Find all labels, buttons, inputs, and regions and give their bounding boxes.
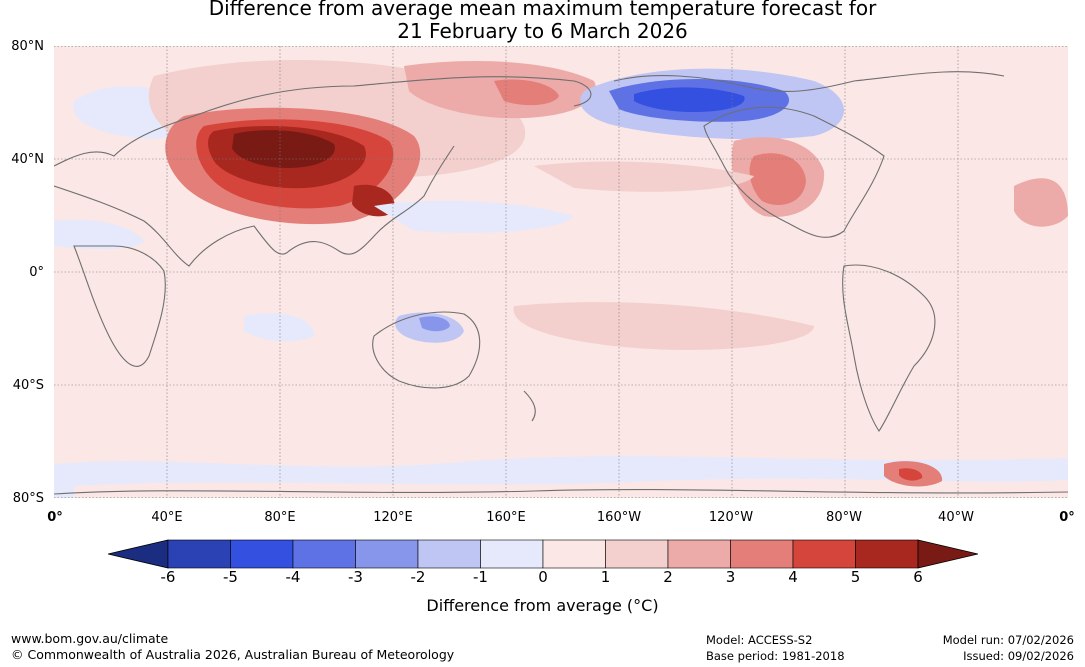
colorbar-tick-label: 5 bbox=[850, 568, 861, 586]
colorbar-extend-high bbox=[917, 539, 978, 569]
colorbar-segment bbox=[605, 539, 669, 569]
lon-label-160w: 160°W bbox=[596, 510, 642, 525]
new-zealand-coast bbox=[523, 390, 536, 422]
south-indian-cool bbox=[244, 313, 314, 342]
alaska-coldest bbox=[634, 87, 745, 112]
us-warmer bbox=[749, 153, 806, 205]
eurasia-north-coast bbox=[54, 76, 592, 167]
lon-label-80w: 80°W bbox=[826, 510, 862, 525]
colorbar-tick-label: -2 bbox=[410, 568, 426, 586]
colorbar-segment bbox=[855, 539, 919, 569]
south-america-coast bbox=[842, 264, 936, 432]
australia-coast bbox=[372, 311, 481, 389]
antarctica-coast bbox=[54, 489, 1068, 495]
lat-label-equator: 0° bbox=[29, 265, 44, 280]
north-pacific-warm bbox=[534, 161, 754, 192]
antarctic-warm-strip bbox=[74, 478, 1068, 498]
africa-coast bbox=[73, 245, 166, 367]
colorbar-segment bbox=[480, 539, 544, 569]
south-pacific-warm bbox=[513, 302, 814, 350]
chart-title: Difference from average mean maximum tem… bbox=[0, 0, 1085, 43]
colorbar-segment bbox=[667, 539, 731, 569]
temperature-anomaly-map bbox=[54, 46, 1068, 498]
lon-label-160e: 160°E bbox=[486, 510, 526, 525]
lon-label-80e: 80°E bbox=[264, 510, 296, 525]
graticule bbox=[54, 46, 1068, 498]
lon-label-0-left: 0° bbox=[47, 510, 63, 525]
colorbar-tick-label: -6 bbox=[160, 568, 176, 586]
north-america-coast bbox=[703, 106, 885, 238]
coastlines bbox=[54, 71, 1068, 495]
lon-label-40w: 40°W bbox=[938, 510, 974, 525]
colorbar-segment bbox=[355, 539, 419, 569]
title-line-2: 21 February to 6 March 2026 bbox=[397, 19, 688, 43]
colorbar-tick-label: 6 bbox=[913, 568, 923, 586]
colorbar-tick-label: -5 bbox=[223, 568, 238, 586]
colorbar-label: Difference from average (°C) bbox=[426, 596, 659, 615]
copyright-text: © Commonwealth of Australia 2026, Austra… bbox=[11, 647, 455, 662]
colorbar bbox=[108, 539, 978, 569]
colorbar-tick-label: 2 bbox=[663, 568, 673, 586]
colorbar-segment bbox=[792, 539, 856, 569]
colorbar-segment bbox=[730, 539, 794, 569]
model-run-date: Model run: 07/02/2026 bbox=[942, 633, 1074, 647]
base-period: Base period: 1981-2018 bbox=[706, 649, 845, 663]
north-atlantic-warm bbox=[1014, 178, 1068, 227]
lon-label-120e: 120°E bbox=[373, 510, 413, 525]
footer-model-info: Model: ACCESS-S2 Base period: 1981-2018 bbox=[706, 632, 845, 664]
colorbar-extend-low bbox=[108, 539, 169, 569]
colorbar-tick-label: -1 bbox=[473, 568, 488, 586]
arctic-coast bbox=[613, 71, 1005, 92]
colorbar-segment bbox=[292, 539, 356, 569]
website-link[interactable]: www.bom.gov.au/climate bbox=[11, 631, 169, 646]
title-line-1: Difference from average mean maximum tem… bbox=[208, 0, 877, 20]
lon-label-120w: 120°W bbox=[708, 510, 754, 525]
footer-left: www.bom.gov.au/climate © Commonwealth of… bbox=[11, 631, 454, 663]
colorbar-segment bbox=[542, 539, 606, 569]
lat-label-80n: 80°N bbox=[11, 39, 44, 54]
lat-label-80s: 80°S bbox=[12, 491, 44, 506]
lat-label-40n: 40°N bbox=[11, 152, 44, 167]
siberia-warmer bbox=[494, 79, 559, 106]
model-name: Model: ACCESS-S2 bbox=[706, 633, 813, 647]
map-svg bbox=[54, 46, 1068, 498]
lon-label-0-right: 0° bbox=[1059, 510, 1075, 525]
lon-label-40e: 40°E bbox=[151, 510, 183, 525]
colorbar-tick-label: 0 bbox=[538, 568, 548, 586]
colorbar-tick-label: -4 bbox=[285, 568, 301, 586]
west-pacific-cool bbox=[374, 200, 574, 233]
central-asia-hottest bbox=[232, 130, 335, 168]
colorbar-tick-label: 3 bbox=[725, 568, 736, 586]
colorbar-segment bbox=[167, 539, 231, 569]
colorbar-tick-label: 4 bbox=[788, 568, 798, 586]
australia-cold-spot bbox=[419, 316, 450, 332]
colorbar-segment bbox=[417, 539, 481, 569]
colorbar-tick-label: 1 bbox=[600, 568, 611, 586]
colorbar-tick-label: -3 bbox=[348, 568, 363, 586]
lat-label-40s: 40°S bbox=[12, 378, 44, 393]
colorbar-segment bbox=[230, 539, 294, 569]
issued-date: Issued: 09/02/2026 bbox=[963, 649, 1074, 663]
indian-ocean-cool bbox=[54, 219, 144, 250]
antarctic-peninsula-hot bbox=[899, 468, 923, 481]
footer-run-info: Model run: 07/02/2026 Issued: 09/02/2026 bbox=[943, 632, 1074, 664]
eurasia-south-coast bbox=[54, 145, 455, 267]
